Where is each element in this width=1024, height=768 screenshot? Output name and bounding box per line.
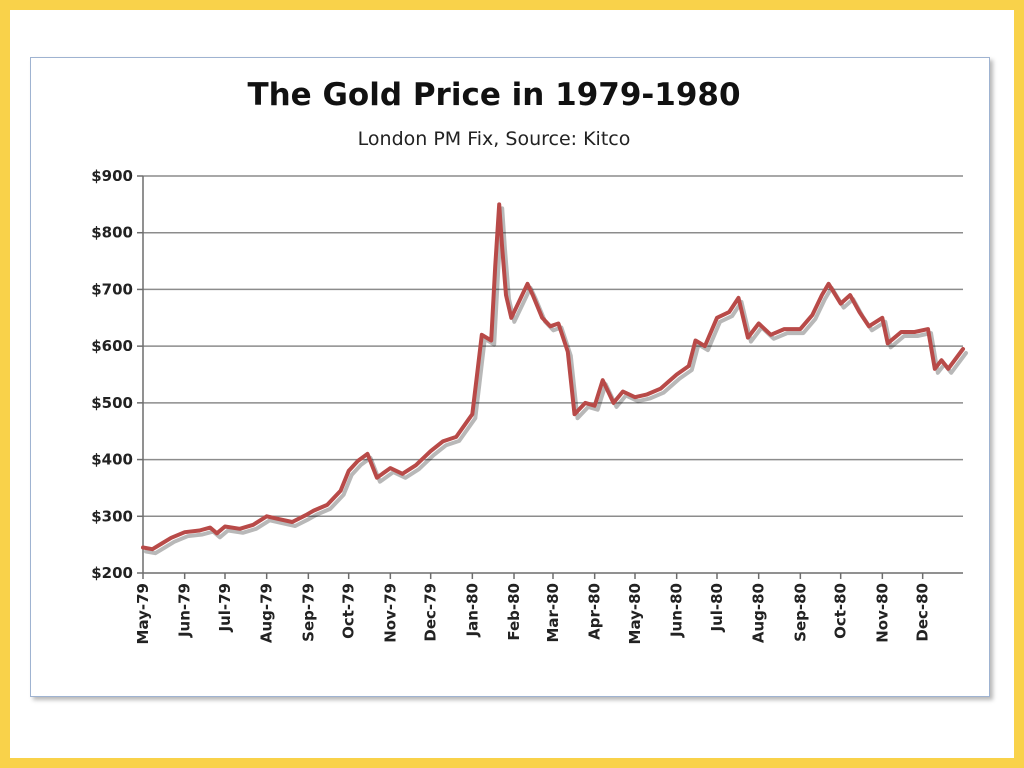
y-tick-label: $500 <box>91 394 133 412</box>
x-tick-label: Oct-79 <box>340 583 358 639</box>
chart-title: The Gold Price in 1979-1980 <box>247 77 740 113</box>
y-tick-label: $900 <box>91 167 133 185</box>
y-tick-label: $800 <box>91 224 133 242</box>
x-tick-label: May-80 <box>626 583 644 644</box>
x-tick-label: Jun-80 <box>668 583 686 638</box>
x-tick-label: Jul-80 <box>708 583 726 633</box>
x-tick-label: Sep-79 <box>299 583 317 642</box>
y-tick-label: $400 <box>91 451 133 469</box>
page-frame: The Gold Price in 1979-1980 London PM Fi… <box>10 10 1014 758</box>
gold-price-chart: The Gold Price in 1979-1980 London PM Fi… <box>91 77 968 644</box>
x-tick-label: Sep-80 <box>791 583 809 642</box>
y-tick-label: $300 <box>91 507 133 525</box>
x-tick-label: Aug-79 <box>258 583 276 643</box>
x-tick-label: Jun-79 <box>176 583 194 638</box>
x-tick-label: Oct-80 <box>832 583 850 639</box>
x-tick-label: Dec-79 <box>422 583 440 642</box>
chart-card: The Gold Price in 1979-1980 London PM Fi… <box>30 57 990 697</box>
x-tick-label: Mar-80 <box>544 583 562 643</box>
y-axis: $200 $300 $400 $500 $600 $700 $800 $900 <box>91 167 144 582</box>
gold-price-line <box>141 202 965 552</box>
x-tick-label: Feb-80 <box>505 583 523 641</box>
x-tick-label: Nov-79 <box>381 583 399 643</box>
x-tick-label: Nov-80 <box>873 583 891 643</box>
x-tick-label: Jan-80 <box>463 583 481 637</box>
x-tick-label: Dec-80 <box>914 583 932 642</box>
x-tick-label: Aug-80 <box>750 583 768 643</box>
gridlines <box>143 175 963 518</box>
x-tick-label: May-79 <box>134 583 152 644</box>
series-line-shadow <box>144 206 968 556</box>
y-tick-label: $200 <box>91 564 133 582</box>
x-tick-label: Apr-80 <box>586 583 604 640</box>
series-group <box>141 202 968 556</box>
y-tick-label: $700 <box>91 280 133 298</box>
chart-subtitle: London PM Fix, Source: Kitco <box>358 128 631 150</box>
x-axis: May-79 Jun-79 Jul-79 Aug-79 Sep-79 Oct-79 Nov-… <box>134 572 963 644</box>
x-tick-label: Jul-79 <box>216 583 234 633</box>
y-tick-label: $600 <box>91 337 133 355</box>
